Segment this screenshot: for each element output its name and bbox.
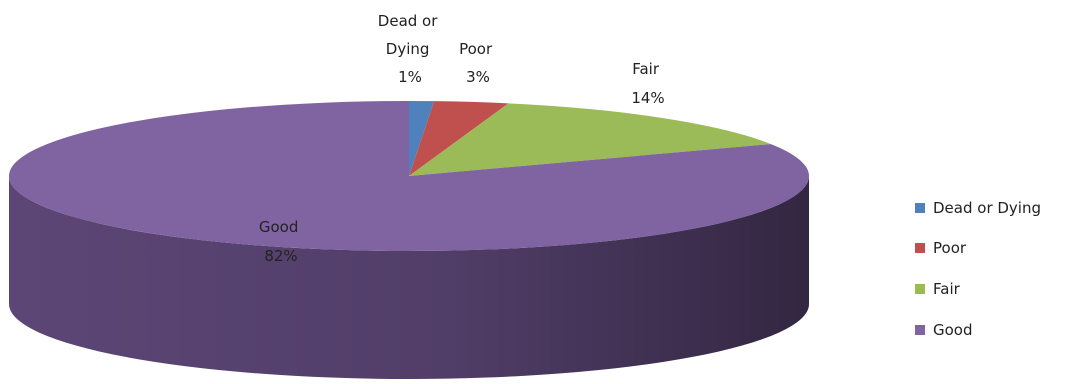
data-label-line: Poor: [459, 40, 493, 58]
data-label-line: Fair: [632, 60, 660, 78]
data-label-poor: Poor 3%: [459, 40, 497, 86]
data-label-value: 82%: [264, 247, 297, 265]
legend: Dead or Dying Poor Fair Good: [915, 199, 1041, 339]
slice-poor: [409, 101, 509, 176]
legend-label-dead-or-dying: Dead or Dying: [933, 199, 1041, 217]
slice-dead-or-dying: [409, 101, 435, 176]
data-label-line: Good: [259, 218, 299, 236]
legend-swatch-poor: [915, 243, 925, 253]
data-label-line: Dying: [386, 40, 430, 58]
pie-side: [9, 176, 809, 379]
legend-swatch-dead-or-dying: [915, 203, 925, 213]
legend-label-poor: Poor: [933, 239, 967, 257]
legend-swatch-fair: [915, 284, 925, 294]
data-label-dead-or-dying: Dead or Dying 1%: [378, 12, 442, 86]
legend-label-fair: Fair: [933, 280, 961, 298]
legend-swatch-good: [915, 325, 925, 335]
data-label-value: 3%: [466, 68, 490, 86]
data-label-value: 1%: [398, 68, 422, 86]
pie-top: [8, 101, 810, 252]
slice-fair: [409, 103, 771, 176]
slice-side-shade-good: [9, 176, 809, 379]
slice-good: [8, 101, 810, 252]
legend-label-good: Good: [933, 321, 973, 339]
data-label-good: Good 82%: [259, 218, 303, 265]
data-label-value: 14%: [631, 89, 664, 107]
data-label-fair: Fair 14%: [631, 60, 664, 107]
data-label-line: Dead or: [378, 12, 438, 30]
